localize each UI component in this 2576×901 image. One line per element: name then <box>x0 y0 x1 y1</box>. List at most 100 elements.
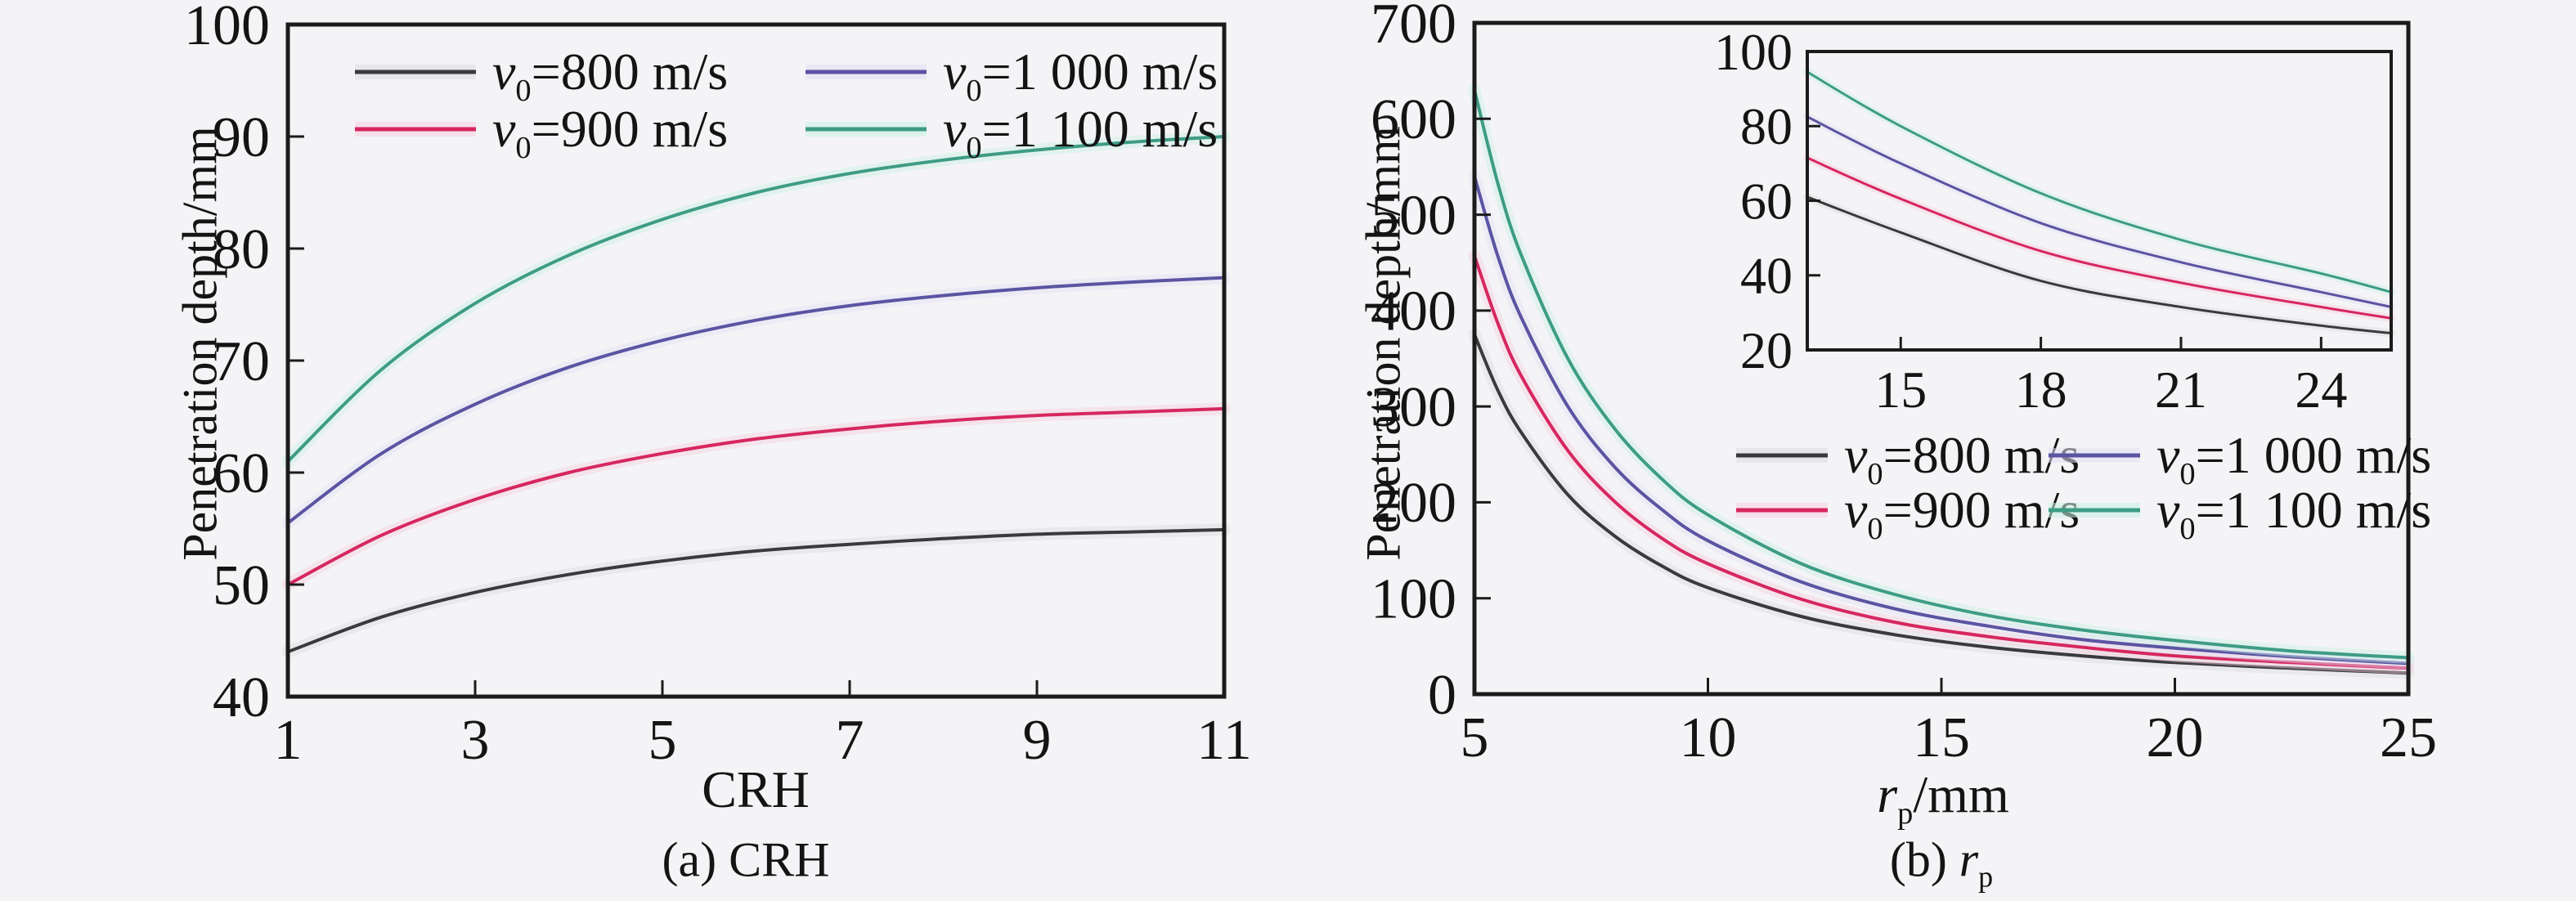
legend-sub: 0 <box>2179 511 2196 546</box>
y-tick-label: 100 <box>1371 568 1456 631</box>
legend-line-v800 <box>355 63 476 81</box>
legend-sub: 0 <box>1867 511 1883 546</box>
x-axis-variable: r <box>1877 765 1898 823</box>
legend-line-v900 <box>1736 501 1828 519</box>
y-tick-label: 0 <box>1428 664 1456 727</box>
legend-label-v1100: v0=1 100 m/s <box>2156 480 2432 545</box>
legend-item-v1000: v0=1 000 m/s <box>806 42 1218 106</box>
curve-v800 <box>1806 195 2393 334</box>
y-tick-label: 500 <box>1371 184 1456 247</box>
legend-item-v1000: v0=1 000 m/s <box>2049 425 2432 490</box>
curve-v1000 <box>286 276 1226 525</box>
x-tick-label: 10 <box>1680 706 1737 769</box>
caption-b-prefix: (b) <box>1889 832 1959 887</box>
curve-v1000 <box>1473 174 2410 666</box>
legend-item-v800: v0=800 m/s <box>1736 425 2080 490</box>
x-tick-label: 7 <box>836 709 864 772</box>
chart-b-inset: 15 18 21 24 20 40 60 80 100 <box>1714 23 2395 419</box>
x-tick-label: 25 <box>2380 706 2437 769</box>
legend-text: =900 m/s <box>531 100 729 158</box>
curve-halo-v1000 <box>281 271 1231 530</box>
legend-text: =1 000 m/s <box>2195 426 2432 484</box>
legend-sub: 0 <box>515 130 532 165</box>
x-tick-label: 9 <box>1023 709 1052 772</box>
legend-text: =1 100 m/s <box>2195 481 2432 539</box>
legend-line-v1000 <box>2049 446 2140 464</box>
x-tick-label: 21 <box>2155 361 2207 419</box>
curve-v900 <box>1473 254 2410 670</box>
legend-text: =900 m/s <box>1883 481 2080 539</box>
legend-var: v <box>492 100 516 158</box>
x-tick-label: 5 <box>1461 706 1489 769</box>
legend-item-v900: v0=900 m/s <box>355 99 729 164</box>
y-tick-label: 100 <box>184 0 270 57</box>
y-tick-label: 40 <box>1740 247 1793 305</box>
x-tick-label: 15 <box>1874 361 1927 419</box>
y-tick-label: 80 <box>213 218 270 281</box>
x-axis-unit: /mm <box>1913 765 2009 823</box>
x-tick-label: 20 <box>2147 706 2204 769</box>
curve-v900 <box>1806 156 2393 320</box>
chart-a-crh: 1 3 5 7 9 11 40 50 60 70 80 90 100 <box>184 0 1252 772</box>
legend-item-v1100: v0=1 100 m/s <box>2049 480 2432 545</box>
x-tick-label: 18 <box>2015 361 2067 419</box>
curve-v1100 <box>1806 70 2393 294</box>
legend-label-v1000: v0=1 000 m/s <box>2156 425 2432 490</box>
x-tick-label: 11 <box>1196 709 1251 772</box>
legend-var: v <box>2156 481 2180 539</box>
legend-line-v900 <box>355 120 476 138</box>
x-tick-label: 5 <box>648 709 677 772</box>
y-tick-label: 80 <box>1740 97 1793 155</box>
y-tick-label: 70 <box>213 330 270 393</box>
caption-a: (a) CRH <box>662 832 830 887</box>
legend-label-v900: v0=900 m/s <box>492 99 729 164</box>
legend-label-v1000: v0=1 000 m/s <box>943 42 1218 106</box>
chart-b-y-axis-label: Penetration depth/mm <box>1356 126 1411 561</box>
legend-sub: 0 <box>966 73 982 108</box>
legend-var: v <box>1844 481 1868 539</box>
y-tick-label: 50 <box>213 554 270 617</box>
caption-b-variable: r <box>1959 832 1979 887</box>
curve-v900 <box>286 406 1226 586</box>
y-tick-label: 20 <box>1740 321 1793 379</box>
y-tick-label: 700 <box>1371 0 1456 56</box>
legend-sub: 0 <box>515 73 532 108</box>
legend-sub: 0 <box>2179 456 2196 491</box>
legend-line-v1100 <box>806 120 927 138</box>
legend-sub: 0 <box>966 130 982 165</box>
legend-var: v <box>943 43 967 101</box>
x-axis-variable-subscript: p <box>1897 796 1914 831</box>
curve-v1000 <box>1806 115 2393 308</box>
chart-a-x-axis-label: CRH <box>702 760 810 818</box>
y-tick-label: 100 <box>1714 23 1793 81</box>
curve-v800 <box>286 527 1226 654</box>
legend-text: =1 100 m/s <box>981 100 1218 158</box>
legend-label-v900: v0=900 m/s <box>1844 480 2080 545</box>
legend-label-v800: v0=800 m/s <box>1844 425 2080 490</box>
x-tick-label: 1 <box>274 709 303 772</box>
legend-label-v1100: v0=1 100 m/s <box>943 99 1218 164</box>
legend-item-v900: v0=900 m/s <box>1736 480 2080 545</box>
y-tick-label: 200 <box>1371 472 1456 535</box>
curve-v800 <box>1473 333 2410 675</box>
plot-frame <box>1472 20 2411 697</box>
legend-item-v1100: v0=1 100 m/s <box>806 99 1218 164</box>
legend-var: v <box>2156 426 2180 484</box>
chart-b-x-axis-label: rp/mm <box>1877 764 2009 829</box>
caption-b: (b) rp <box>1889 832 1993 892</box>
legend-line-v1000 <box>806 63 927 81</box>
curve-halo-v900 <box>281 402 1231 591</box>
legend-sub: 0 <box>1867 456 1883 491</box>
y-tick-label: 60 <box>1740 172 1793 230</box>
chart-a-y-axis-label: Penetration depth/mm <box>173 126 227 561</box>
curve-halo-v1100 <box>1468 83 2415 664</box>
y-tick-label: 400 <box>1371 280 1456 343</box>
x-tick-label: 15 <box>1913 706 1970 769</box>
y-tick-label: 60 <box>213 442 270 505</box>
legend-label-v800: v0=800 m/s <box>492 42 728 106</box>
legend-text: =800 m/s <box>1883 426 2080 484</box>
legend-line-v800 <box>1736 446 1828 464</box>
y-tick-label: 90 <box>213 106 270 169</box>
